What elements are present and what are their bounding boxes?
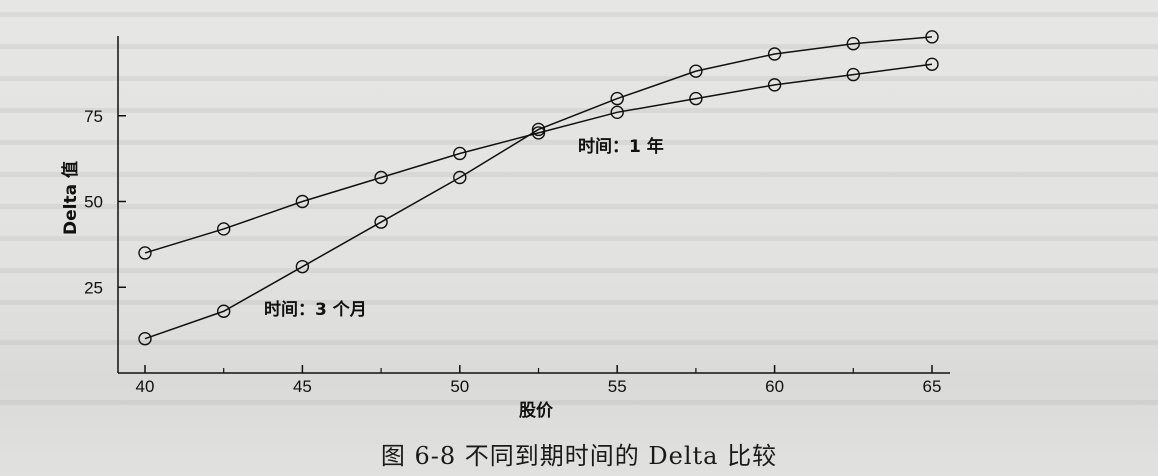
text-bleed-line (0, 268, 1158, 273)
x-tick-label: 40 (136, 377, 155, 396)
text-bleed-line (0, 44, 1158, 49)
x-tick-label: 55 (608, 377, 627, 396)
text-bleed-line (0, 12, 1158, 17)
text-bleed-line (0, 300, 1158, 305)
x-tick-label: 60 (765, 377, 784, 396)
text-bleed-line (0, 340, 1158, 345)
text-bleed-line (0, 236, 1158, 241)
text-bleed-line (0, 172, 1158, 177)
data-point-marker (846, 37, 860, 51)
series-line (144, 36, 933, 340)
y-tick-label: 75 (84, 107, 103, 126)
data-point-marker (216, 222, 231, 236)
figure-caption: 图 6-8 不同到期时间的 Delta 比较 (380, 442, 778, 470)
x-tick-label: 50 (450, 377, 469, 396)
data-point-marker (295, 194, 310, 209)
y-tick-label: 25 (84, 278, 103, 297)
x-tick-label: 45 (293, 377, 312, 396)
y-axis-title: Delta 值 (60, 161, 81, 235)
data-point-marker (689, 91, 703, 106)
x-axis-title: 股价 (519, 401, 554, 421)
series-1 (138, 57, 939, 260)
chart-axes (117, 36, 950, 374)
series-label: 时间：1 年 (578, 136, 664, 157)
data-point-marker (374, 170, 388, 185)
series-2 (138, 30, 939, 346)
data-point-marker (374, 215, 388, 229)
text-bleed-line (0, 204, 1158, 209)
data-point-marker (689, 64, 703, 78)
data-point-marker (138, 246, 152, 260)
text-bleed-line (0, 76, 1158, 81)
data-point-marker (216, 304, 231, 318)
data-point-marker (453, 170, 467, 185)
text-bleed-line (0, 108, 1158, 113)
data-point-marker (295, 259, 310, 274)
data-point-marker (453, 146, 467, 161)
chart-labels: 25 50 75 40 45 50 55 60 65 股价 Delta 值 时间：1 年时间：3 个月 (60, 107, 941, 421)
series-label: 时间：3 个月 (264, 299, 367, 320)
data-point-marker (846, 67, 860, 82)
data-point-marker (925, 30, 939, 44)
data-point-marker (767, 47, 782, 61)
text-bleed-line (0, 140, 1158, 145)
data-point-marker (138, 332, 152, 346)
data-point-marker (610, 91, 624, 106)
data-point-marker (610, 105, 624, 120)
data-point-marker (925, 57, 939, 72)
chart-series (138, 30, 939, 346)
x-tick-label: 65 (923, 377, 942, 396)
y-tick-label: 50 (84, 193, 103, 212)
series-line (144, 63, 933, 254)
data-point-marker (531, 122, 546, 137)
text-bleed-line (0, 400, 1158, 405)
data-point-marker (767, 78, 782, 92)
